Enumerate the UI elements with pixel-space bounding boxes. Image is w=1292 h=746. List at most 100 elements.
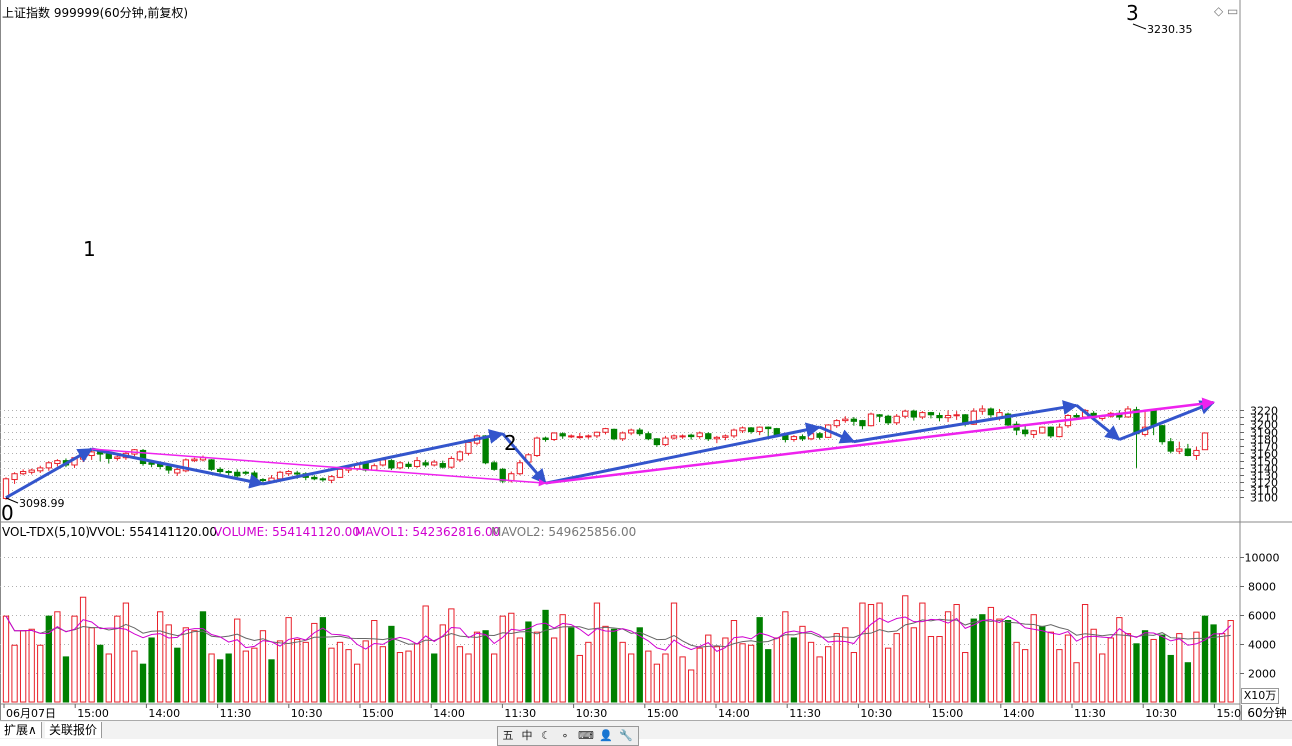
price-tick-label: 3130 <box>1250 470 1278 483</box>
candle-body <box>465 441 472 454</box>
volume-bar <box>867 604 875 703</box>
volume-bar <box>790 637 798 703</box>
keyboard-icon[interactable]: ⌨ <box>578 729 594 742</box>
price-tick-label: 3220 <box>1250 405 1278 418</box>
candle-body <box>765 426 772 430</box>
candle-body <box>225 471 232 474</box>
diamond-icon[interactable]: ◇ <box>1214 4 1224 18</box>
volume-bar <box>936 636 943 703</box>
candle-body <box>1201 432 1209 451</box>
candle-body <box>799 436 806 440</box>
candle-body <box>713 436 720 440</box>
price-tick-label: 3160 <box>1250 448 1278 461</box>
candle-body <box>979 408 986 412</box>
candle-body <box>944 415 952 419</box>
candle-body <box>88 451 95 457</box>
candle-body <box>936 415 943 419</box>
restore-icon[interactable]: ▭ <box>1227 4 1239 18</box>
volume-bar <box>1047 631 1054 703</box>
wubi-icon[interactable]: 五 <box>502 729 514 742</box>
volume-bar <box>687 669 695 703</box>
volume-bar <box>653 663 661 703</box>
volume-bar <box>979 614 986 703</box>
candle-body <box>987 408 995 416</box>
volume-bar <box>1184 662 1192 703</box>
candle-body <box>311 476 318 480</box>
candle-body <box>251 472 258 479</box>
candle-body <box>45 462 52 469</box>
volume-bar <box>593 602 601 703</box>
blue-trend-arrow <box>545 422 822 485</box>
volume-bar <box>722 637 729 703</box>
volume-bar <box>696 647 703 703</box>
volume-bar <box>893 633 900 703</box>
price-tick-label: 3210 <box>1250 412 1278 425</box>
volume-bar <box>568 627 575 703</box>
volume-bar <box>1210 624 1217 703</box>
candle-body <box>285 471 292 475</box>
price-tick-label: 3200 <box>1250 419 1278 432</box>
wave-label-1: 1 <box>83 237 96 261</box>
volume-bar <box>1193 631 1200 703</box>
volume-bar <box>251 647 258 703</box>
candle-body <box>610 428 618 440</box>
candle-body <box>833 420 840 427</box>
price-tick-label: 3180 <box>1250 434 1278 447</box>
candle-body <box>884 415 892 424</box>
candle-body <box>876 414 883 417</box>
volume-bar <box>388 625 395 703</box>
volume-bar <box>482 630 489 703</box>
volume-bar <box>825 646 832 703</box>
volume-bar <box>328 647 335 703</box>
tab-expand[interactable]: 扩展∧ <box>0 722 42 738</box>
moon-icon[interactable]: ☾ <box>541 729 551 742</box>
volume-bar <box>1141 630 1149 703</box>
price-tick-label: 3190 <box>1250 427 1278 440</box>
candle-body <box>696 432 703 438</box>
low-pointer <box>5 497 19 504</box>
volume-bar <box>71 615 78 703</box>
candle-body <box>910 410 917 418</box>
candle-body <box>636 429 643 435</box>
blue-trend-arrow <box>1075 404 1121 441</box>
time-tick-label: 15:00 <box>362 707 394 720</box>
price-tick-label: 3110 <box>1250 485 1278 498</box>
candle-body <box>431 461 438 466</box>
mavol2-readout: MAVOL2: 549625856.00 <box>491 525 637 539</box>
volume-bar <box>1116 617 1123 703</box>
volume-bar <box>405 650 412 703</box>
volume-bar <box>533 631 541 703</box>
volume-bar <box>1107 637 1114 703</box>
punctuation-icon[interactable]: ∘ <box>561 729 569 742</box>
volume-bar <box>1201 615 1209 703</box>
volume-bar <box>319 617 327 703</box>
time-tick-label: 10:30 <box>860 707 892 720</box>
period-selector[interactable]: 60分钟 <box>1241 705 1292 721</box>
user-icon[interactable]: 👤 <box>599 729 613 742</box>
candle-body <box>37 467 44 472</box>
volume-bar <box>679 656 686 703</box>
volume-bar <box>234 618 241 703</box>
volume-bar <box>799 625 806 703</box>
tab-related-quotes[interactable]: 关联报价 <box>45 722 103 738</box>
volume-bar <box>1133 643 1140 703</box>
volume-bar <box>396 652 404 703</box>
time-tick-label: 14:00 <box>148 707 180 720</box>
volume-bar <box>122 602 130 703</box>
chinese-mode-icon[interactable]: 中 <box>521 729 533 742</box>
volume-bar <box>362 640 369 703</box>
candle-body <box>662 437 669 446</box>
candle-body <box>670 435 678 439</box>
candle-body <box>593 431 601 437</box>
volume-bar <box>276 640 284 703</box>
time-tick-label: 14:00 <box>1003 707 1035 720</box>
wrench-icon[interactable]: 🔧 <box>619 729 633 742</box>
candle-body <box>1167 441 1174 452</box>
candle-body <box>687 434 695 438</box>
volume-bar <box>182 627 190 703</box>
candle-body <box>336 468 344 478</box>
volume-bar <box>448 608 455 703</box>
volume-bar <box>37 644 44 703</box>
volume-bar <box>45 615 52 703</box>
